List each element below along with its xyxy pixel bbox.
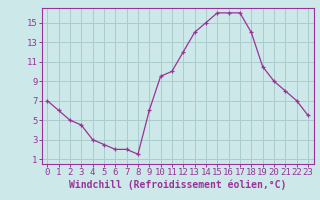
X-axis label: Windchill (Refroidissement éolien,°C): Windchill (Refroidissement éolien,°C)	[69, 180, 286, 190]
